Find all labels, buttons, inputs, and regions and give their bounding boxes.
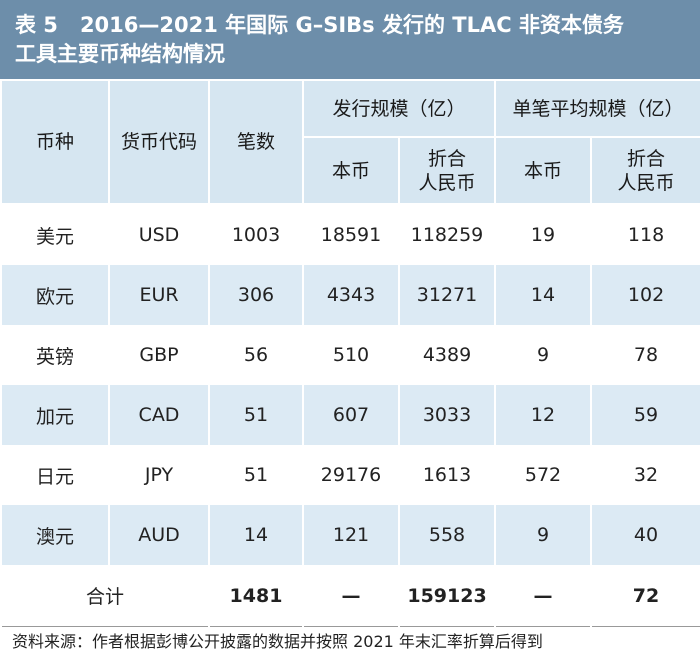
header-currency: 币种 [0,79,110,205]
total-issue-local: — [302,565,400,627]
cell-issue-rmb: 558 [397,505,497,565]
header-avg-local: 本币 [494,136,593,205]
cell-issue-rmb: 4389 [397,325,497,385]
table-row: 澳元 AUD 14 121 558 9 40 [0,505,700,565]
cell-issue-rmb: 118259 [397,204,497,265]
currency-structure-table: 币种 货币代码 笔数 发行规模（亿） 单笔平均规模（亿） 本币 折合 人民币 本… [0,79,700,627]
cell-count: 14 [208,505,304,565]
cell-code: CAD [108,385,210,445]
total-count: 1481 [208,565,304,627]
cell-avg-local: 9 [494,505,593,565]
cell-currency: 日元 [0,445,110,505]
header-avg-scale: 单笔平均规模（亿） [494,79,700,138]
source-note: 资料来源：作者根据彭博公开披露的数据并按照 2021 年末汇率折算后得到 [12,632,543,651]
cell-issue-local: 29176 [302,445,400,505]
cell-avg-rmb: 32 [590,445,700,505]
cell-count: 1003 [208,204,304,265]
cell-currency: 加元 [0,385,110,445]
cell-count: 306 [208,265,304,325]
cell-code: JPY [108,445,210,505]
cell-avg-local: 19 [494,204,593,265]
cell-currency: 澳元 [0,505,110,565]
cell-avg-local: 9 [494,325,593,385]
cell-issue-rmb: 1613 [397,445,497,505]
header-count: 笔数 [208,79,304,205]
header-code: 货币代码 [108,79,210,205]
cell-issue-local: 607 [302,385,400,445]
cell-code: GBP [108,325,210,385]
header-avg-rmb: 折合 人民币 [590,136,700,205]
cell-avg-rmb: 118 [590,204,700,265]
title-line-2: 工具主要币种结构情况 [15,42,225,66]
table-row: 欧元 EUR 306 4343 31271 14 102 [0,265,700,325]
cell-issue-rmb: 3033 [397,385,497,445]
cell-currency: 美元 [0,204,110,265]
header-issue-local: 本币 [302,136,400,205]
title-line-1: 表 5 2016—2021 年国际 G–SIBs 发行的 TLAC 非资本债务 [15,11,690,40]
cell-currency: 欧元 [0,265,110,325]
total-avg-rmb: 72 [590,565,700,627]
cell-avg-rmb: 102 [590,265,700,325]
cell-currency: 英镑 [0,325,110,385]
cell-avg-local: 14 [494,265,593,325]
cell-avg-local: 572 [494,445,593,505]
header-issue-scale: 发行规模（亿） [301,79,497,138]
cell-issue-local: 510 [302,325,400,385]
table-number: 表 5 [15,13,58,37]
cell-avg-rmb: 40 [590,505,700,565]
table-row: 美元 USD 1003 18591 118259 19 118 [0,204,700,265]
cell-count: 51 [208,385,304,445]
total-avg-local: — [494,565,593,627]
title-text-1: 2016—2021 年国际 G–SIBs 发行的 TLAC 非资本债务 [79,13,624,37]
table-row: 英镑 GBP 56 510 4389 9 78 [0,325,700,385]
cell-count: 56 [208,325,304,385]
table-row: 日元 JPY 51 29176 1613 572 32 [0,445,700,505]
cell-issue-local: 18591 [302,204,400,265]
total-label: 合计 [0,565,210,627]
cell-issue-rmb: 31271 [397,265,497,325]
total-issue-rmb: 159123 [397,565,497,627]
cell-code: EUR [108,265,210,325]
cell-issue-local: 4343 [302,265,400,325]
cell-issue-local: 121 [302,505,400,565]
total-row: 合计 1481 — 159123 — 72 [0,565,700,627]
cell-avg-local: 12 [494,385,593,445]
table-row: 加元 CAD 51 607 3033 12 59 [0,385,700,445]
cell-code: AUD [108,505,210,565]
table-title: 表 5 2016—2021 年国际 G–SIBs 发行的 TLAC 非资本债务 工… [0,0,700,79]
cell-code: USD [108,204,210,265]
header-issue-rmb: 折合 人民币 [397,136,497,205]
cell-avg-rmb: 59 [590,385,700,445]
cell-count: 51 [208,445,304,505]
cell-avg-rmb: 78 [590,325,700,385]
